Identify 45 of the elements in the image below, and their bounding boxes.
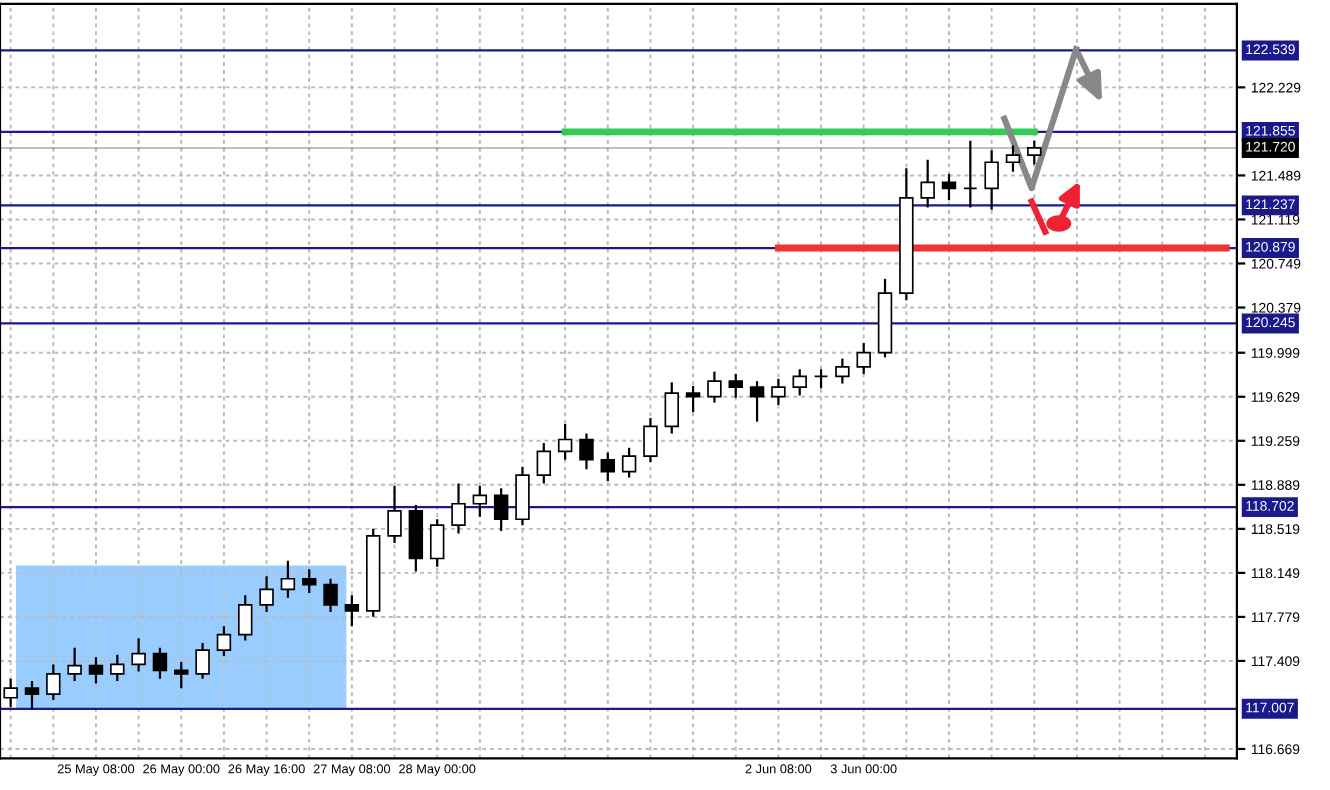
candlestick: [344, 594, 360, 628]
candlestick: [195, 641, 210, 680]
candlestick: [387, 484, 402, 545]
candlestick: [813, 368, 829, 390]
candlestick: [749, 380, 765, 423]
candlestick: [152, 646, 168, 680]
candlestick: [941, 173, 957, 202]
candlestick: [1005, 144, 1021, 173]
candlestick: [131, 637, 146, 673]
candlestick: [301, 568, 317, 595]
candlestick: [216, 625, 232, 658]
candlestick: [771, 377, 786, 407]
candlestick: [67, 646, 82, 683]
candlestick: [835, 357, 850, 385]
candlestick: [238, 594, 253, 642]
candlestick: [579, 432, 594, 471]
candlestick: [24, 679, 40, 711]
candlestick: [408, 503, 424, 573]
candlestick: [1027, 139, 1042, 166]
candlestick: [707, 370, 722, 404]
candlestick: [429, 518, 445, 568]
candlestick: [792, 368, 807, 397]
candlestick: [174, 660, 189, 690]
candlestick: [46, 663, 61, 702]
candlestick: [451, 482, 466, 535]
candlestick: [856, 341, 871, 376]
candlestick: [493, 487, 509, 533]
candlestick: [557, 422, 573, 461]
candlestick: [643, 416, 658, 464]
candlestick: [984, 149, 999, 211]
candlestick: [515, 465, 530, 527]
candlestick: [621, 446, 637, 479]
candlestick: [280, 559, 296, 599]
candlestick: [536, 441, 552, 485]
candlestick: [600, 451, 616, 483]
candlestick: [323, 577, 338, 614]
candlestick: [259, 575, 274, 614]
candlestick: [88, 656, 104, 685]
candlestick: [110, 653, 125, 683]
candlestick: [472, 484, 488, 518]
candlestick: [728, 372, 743, 399]
candlestick: [963, 139, 978, 209]
candlestick: [685, 384, 701, 414]
candlestick: [920, 158, 935, 209]
candlestick: [664, 381, 679, 435]
